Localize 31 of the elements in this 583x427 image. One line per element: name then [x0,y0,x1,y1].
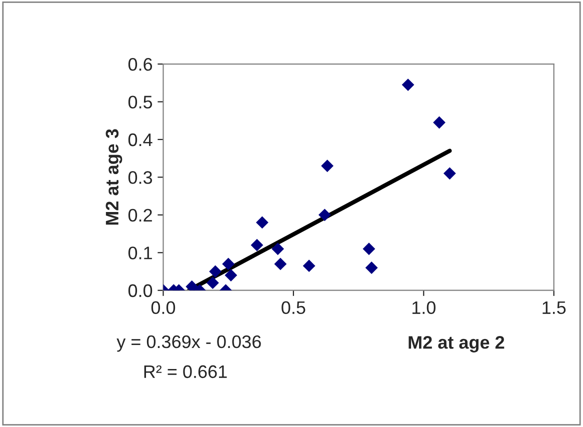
text: y = 0.369x - 0.036 [116,335,261,352]
point [256,216,268,229]
point [206,276,219,290]
y-tick-label: 0.1 [128,246,152,260]
point [272,242,284,256]
x-tick-label: 0.0 [151,301,176,314]
point [362,242,376,256]
y-tick-label: 0.2 [128,208,152,222]
y-tick-label: 0.3 [128,171,152,184]
point [209,265,222,278]
point [443,167,456,180]
y-axis-title: M2 at age 3 [106,129,122,225]
point [302,260,316,272]
x-tick-label: 1.0 [412,301,436,314]
point [321,160,334,172]
point [402,78,414,92]
point [250,238,264,252]
x-tick-label: 0.5 [282,301,306,314]
point [365,262,378,274]
point [222,258,235,270]
x-tick-label: 1.5 [542,301,566,314]
point [274,258,287,270]
y-tick-label: 0.0 [128,284,152,298]
point [318,208,331,222]
text: R² = 0.661 [144,365,227,378]
point [433,116,446,129]
point [224,269,238,282]
x-axis-title: M2 at age 2 [408,336,504,352]
y-tick-label: 0.5 [128,96,152,108]
y-tick-label: 0.6 [128,58,152,71]
y-tick-label: 0.4 [128,133,152,146]
